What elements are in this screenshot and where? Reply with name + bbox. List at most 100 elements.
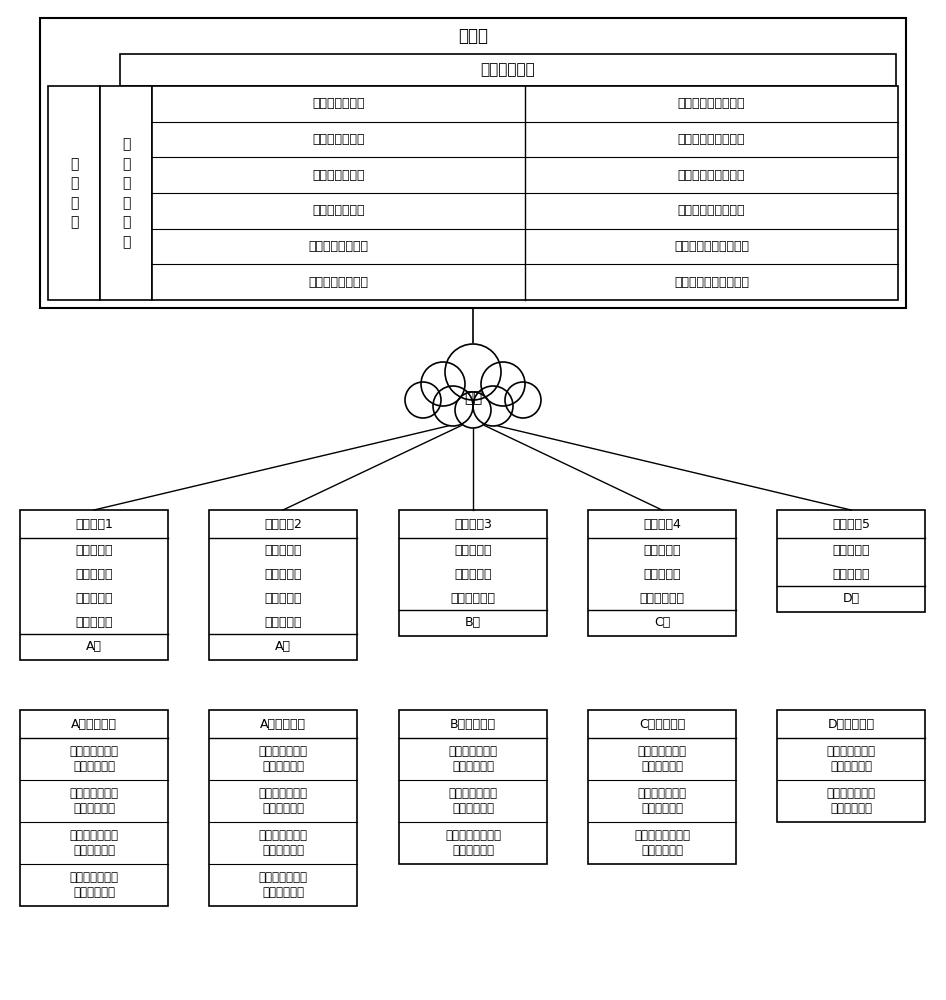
Bar <box>209 510 357 660</box>
Text: 软件调用接口: 软件调用接口 <box>830 802 872 815</box>
Text: 软件调用接口: 软件调用接口 <box>262 760 304 773</box>
Text: C型用户界面: C型用户界面 <box>639 718 685 730</box>
Text: 诊疗卡模块应用: 诊疗卡模块应用 <box>827 787 875 800</box>
Text: 身份证模块应用: 身份证模块应用 <box>69 745 118 758</box>
Text: 银行卡模块: 银行卡模块 <box>264 591 302 604</box>
Text: 软件调用接口: 软件调用接口 <box>73 760 115 773</box>
Text: A型: A型 <box>86 641 102 654</box>
Bar <box>399 510 547 636</box>
Text: 诊疗卡模块应用: 诊疗卡模块应用 <box>258 787 307 800</box>
Text: 身份证模块应用: 身份证模块应用 <box>827 745 875 758</box>
Text: A型: A型 <box>275 641 291 654</box>
Text: 纸张打印模块应用: 纸张打印模块应用 <box>634 829 690 842</box>
Text: 智能终端1: 智能终端1 <box>75 518 113 530</box>
Circle shape <box>505 382 541 418</box>
Text: 软件调用接口: 软件调用接口 <box>452 760 494 773</box>
Text: 银行卡模块应用: 银行卡模块应用 <box>69 829 118 842</box>
Text: 诊疗卡模块应用: 诊疗卡模块应用 <box>638 787 687 800</box>
Bar <box>777 510 925 612</box>
Bar <box>588 710 736 864</box>
Bar <box>20 510 168 660</box>
Text: 软件调用接口: 软件调用接口 <box>73 886 115 899</box>
Bar <box>152 86 898 300</box>
Text: 医保卡模块应用: 医保卡模块应用 <box>258 871 307 884</box>
Text: 软件调用接口: 软件调用接口 <box>641 760 683 773</box>
Text: A型用户界面: A型用户界面 <box>71 718 117 730</box>
Bar <box>209 710 357 906</box>
Text: 智能终端2: 智能终端2 <box>264 518 302 530</box>
Text: 诊疗卡模块: 诊疗卡模块 <box>454 568 492 580</box>
Text: B型: B型 <box>464 616 482 630</box>
Text: 身份证模块驱动: 身份证模块驱动 <box>312 97 365 110</box>
Text: D型用户界面: D型用户界面 <box>828 718 874 730</box>
Text: 身份证模块: 身份证模块 <box>264 544 302 556</box>
Text: 纸张打印模块驱动: 纸张打印模块驱动 <box>308 276 369 289</box>
Text: 医保卡模块应用软件: 医保卡模块应用软件 <box>677 204 745 217</box>
Text: 软件调用接口: 软件调用接口 <box>641 802 683 815</box>
Bar <box>588 510 736 636</box>
Text: 纸张打印模块: 纸张打印模块 <box>639 591 685 604</box>
Text: C型: C型 <box>654 616 670 630</box>
Text: 软件调用接口: 软件调用接口 <box>641 844 683 857</box>
Text: 医保卡模块: 医保卡模块 <box>76 615 113 629</box>
Bar <box>100 86 152 300</box>
Text: 诊疗卡模块: 诊疗卡模块 <box>76 568 113 580</box>
Circle shape <box>445 344 501 400</box>
Text: 系统镜像文件: 系统镜像文件 <box>481 62 535 78</box>
Text: 服务器: 服务器 <box>458 27 488 45</box>
Text: 诊疗卡模块应用: 诊疗卡模块应用 <box>69 787 118 800</box>
Text: 软件调用接口: 软件调用接口 <box>73 802 115 815</box>
Text: 软件调用接口: 软件调用接口 <box>452 802 494 815</box>
Text: 诊疗卡模块: 诊疗卡模块 <box>643 568 681 580</box>
Text: 诊疗卡模块应用软件: 诊疗卡模块应用软件 <box>677 133 745 146</box>
Text: 基
础
应
用
软
件: 基 础 应 用 软 件 <box>122 137 131 249</box>
Text: 胶片打印模块: 胶片打印模块 <box>450 591 496 604</box>
Text: 软件调用接口: 软件调用接口 <box>830 760 872 773</box>
Text: 诊疗卡模块: 诊疗卡模块 <box>832 568 869 580</box>
Text: 身份证模块应用: 身份证模块应用 <box>258 745 307 758</box>
Text: 智能终端5: 智能终端5 <box>832 518 870 530</box>
Text: 胶片打印模块驱动: 胶片打印模块驱动 <box>308 240 369 253</box>
Text: 银行卡模块驱动: 银行卡模块驱动 <box>312 169 365 182</box>
Text: 纸张打印模块应用软件: 纸张打印模块应用软件 <box>674 276 749 289</box>
Circle shape <box>455 392 491 428</box>
Text: 身份证模块: 身份证模块 <box>454 544 492 556</box>
Text: 操
作
系
统: 操 作 系 统 <box>70 157 79 229</box>
Text: 胶片打印模块应用软件: 胶片打印模块应用软件 <box>674 240 749 253</box>
Text: 软件调用接口: 软件调用接口 <box>262 886 304 899</box>
Text: 银行卡模块应用软件: 银行卡模块应用软件 <box>677 169 745 182</box>
Circle shape <box>405 382 441 418</box>
Text: 身份证模块: 身份证模块 <box>643 544 681 556</box>
Bar <box>48 86 100 300</box>
Text: 诊疗卡模块: 诊疗卡模块 <box>264 568 302 580</box>
Text: 软件调用接口: 软件调用接口 <box>262 844 304 857</box>
Text: 软件调用接口: 软件调用接口 <box>73 844 115 857</box>
Text: 医保卡模块应用: 医保卡模块应用 <box>69 871 118 884</box>
Text: 胶片打印模块应用: 胶片打印模块应用 <box>445 829 501 842</box>
Text: A型用户界面: A型用户界面 <box>260 718 306 730</box>
Circle shape <box>421 362 465 406</box>
Text: 银行卡模块: 银行卡模块 <box>76 591 113 604</box>
Text: 软件调用接口: 软件调用接口 <box>452 844 494 857</box>
Text: 软件调用接口: 软件调用接口 <box>262 802 304 815</box>
Bar <box>399 710 547 864</box>
Text: 诊疗卡模块驱动: 诊疗卡模块驱动 <box>312 133 365 146</box>
Text: 银行卡模块应用: 银行卡模块应用 <box>258 829 307 842</box>
Text: 身份证模块应用: 身份证模块应用 <box>638 745 687 758</box>
Text: 网络: 网络 <box>464 390 482 406</box>
Bar <box>120 54 896 86</box>
Text: 医保卡模块: 医保卡模块 <box>264 615 302 629</box>
Text: 诊疗卡模块应用: 诊疗卡模块应用 <box>448 787 498 800</box>
Text: 身份证模块: 身份证模块 <box>76 544 113 556</box>
Text: D型: D型 <box>843 592 860 605</box>
Text: B型用户界面: B型用户界面 <box>450 718 496 730</box>
Text: 智能终端4: 智能终端4 <box>643 518 681 530</box>
Text: 身份证模块: 身份证模块 <box>832 544 869 556</box>
Circle shape <box>473 386 513 426</box>
Text: 身份证模块应用软件: 身份证模块应用软件 <box>677 97 745 110</box>
Bar <box>40 18 906 308</box>
Text: 身份证模块应用: 身份证模块应用 <box>448 745 498 758</box>
Bar <box>777 710 925 822</box>
Circle shape <box>481 362 525 406</box>
Circle shape <box>433 386 473 426</box>
